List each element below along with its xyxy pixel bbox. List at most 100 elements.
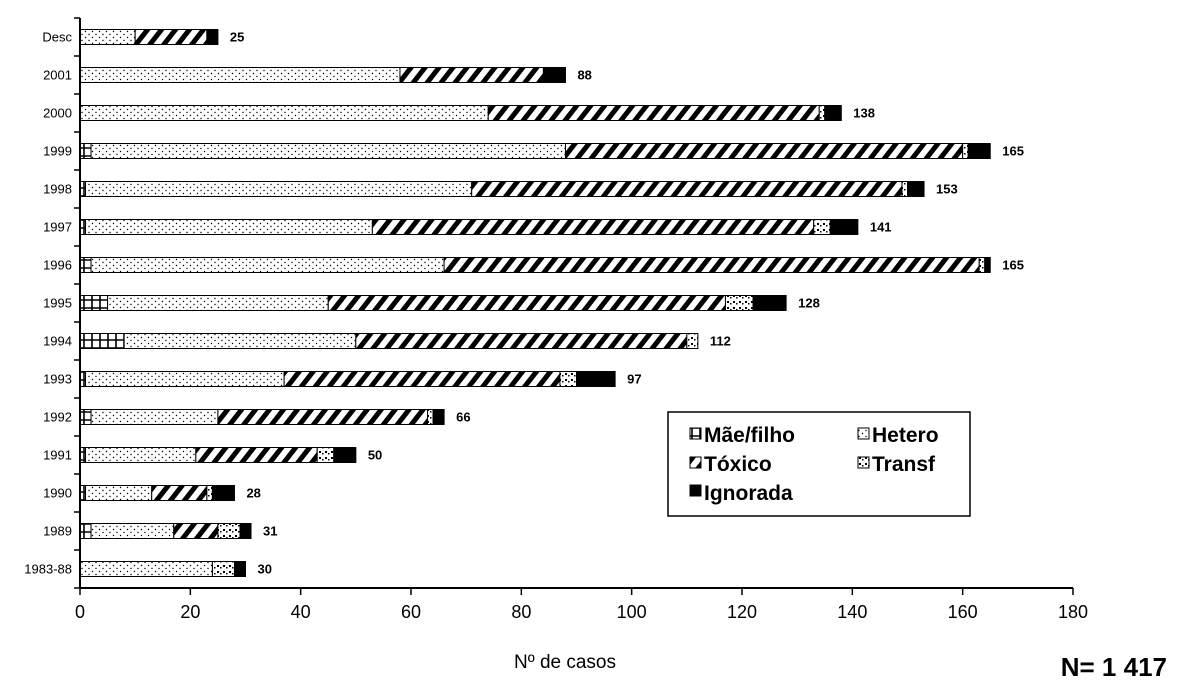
bar-1995-mae-filho <box>79 295 109 311</box>
x-tick-label-60: 60 <box>401 602 421 622</box>
bar-1992-toxico <box>217 409 429 425</box>
legend-swatch-toxico <box>689 456 702 469</box>
x-tick-label-140: 140 <box>837 602 867 622</box>
bar-1989-toxico <box>173 523 219 539</box>
bar-1996-mae-filho <box>79 257 92 273</box>
data-label-2001: 88 <box>577 68 591 83</box>
bar-1993-hetero <box>85 371 285 387</box>
bar-1989-ignorada <box>239 523 252 539</box>
x-axis-title: Nº de casos <box>514 652 616 673</box>
bar-1996-ignorada <box>984 257 991 273</box>
category-label-1994: 1994 <box>43 334 72 349</box>
bar-1983-88-transf <box>211 561 235 577</box>
total-cases-label: N= 1 417 <box>1060 652 1167 682</box>
category-label-1996: 1996 <box>43 258 72 273</box>
bar-1997-ignorada <box>829 219 859 235</box>
data-label-1993: 97 <box>627 372 641 387</box>
legend-swatch-mae-filho <box>689 427 702 440</box>
bar-1996-hetero <box>90 257 445 273</box>
bar-1997-toxico <box>371 219 815 235</box>
bar-1999-mae-filho <box>79 143 92 159</box>
bar-1999-toxico <box>564 143 964 159</box>
bar-1998-ignorada <box>907 181 925 197</box>
bar-desc-ignorada <box>206 29 219 45</box>
x-axis-ticks: 0 20 40 60 80 100 120 140 160 180 <box>75 588 1088 622</box>
bar-1999-hetero <box>90 143 566 159</box>
category-label-1990: 1990 <box>43 486 72 501</box>
bar-1992-transf <box>427 409 434 425</box>
legend: Mãe/filho Hetero Tóxico Transf Ignorada <box>667 411 971 517</box>
category-label-2001: 2001 <box>43 68 72 83</box>
data-label-1991: 50 <box>368 448 382 463</box>
data-label-1998: 153 <box>936 182 958 197</box>
legend-label-transf: Transf <box>872 453 936 476</box>
bar-1993-toxico <box>283 371 561 387</box>
bar-1989-mae-filho <box>79 523 92 539</box>
legend-label-hetero: Hetero <box>872 424 939 447</box>
bar-1992-ignorada <box>432 409 445 425</box>
bar-1999-transf <box>962 143 969 159</box>
category-label-1991: 1991 <box>43 448 72 463</box>
bar-2001-toxico <box>399 67 544 83</box>
category-label-1983-88: 1983-88 <box>24 562 72 577</box>
bar-1998-hetero <box>85 181 473 197</box>
legend-swatch-ignorada <box>689 484 702 497</box>
data-label-desc: 25 <box>230 30 244 45</box>
legend-label-ignorada: Ignorada <box>704 482 793 505</box>
bar-1990-ignorada <box>211 485 235 501</box>
bar-1999-ignorada <box>967 143 991 159</box>
x-tick-label-80: 80 <box>511 602 531 622</box>
bar-1995-ignorada <box>752 295 787 311</box>
bar-2000-toxico <box>487 105 820 121</box>
bar-1994-toxico <box>355 333 688 349</box>
bar-1998-transf <box>901 181 909 197</box>
legend-label-toxico: Tóxico <box>704 453 772 476</box>
bar-1990-toxico <box>151 485 208 501</box>
x-tick-label-160: 160 <box>948 602 978 622</box>
legend-label-mae-filho: Mãe/filho <box>704 424 795 447</box>
x-tick-label-40: 40 <box>291 602 311 622</box>
x-tick-label-20: 20 <box>180 602 200 622</box>
data-label-1995: 128 <box>798 296 820 311</box>
bar-1997-hetero <box>85 219 373 235</box>
bar-1995-hetero <box>107 295 329 311</box>
data-label-1989: 31 <box>263 524 277 539</box>
x-tick-label-0: 0 <box>75 602 85 622</box>
bar-2000-ignorada <box>824 105 842 121</box>
x-tick-label-180: 180 <box>1058 602 1088 622</box>
bar-1993-transf <box>559 371 578 387</box>
bar-1992-mae-filho <box>79 409 92 425</box>
bar-1992-hetero <box>90 409 219 425</box>
category-labels: Desc 2001 2000 1999 1998 1997 1996 1995 1994 1993… <box>24 30 72 577</box>
bar-1991-hetero <box>85 447 197 463</box>
data-label-2000: 138 <box>853 106 875 121</box>
category-label-1992: 1992 <box>43 410 72 425</box>
bar-desc-hetero <box>79 29 136 45</box>
bar-1991-transf <box>316 447 335 463</box>
bar-1989-transf <box>217 523 241 539</box>
legend-swatch-transf <box>857 456 870 469</box>
bar-2001-ignorada <box>542 67 566 83</box>
bar-2000-transf <box>818 105 826 121</box>
axes: 0 20 40 60 80 100 120 140 160 180 <box>74 17 1088 622</box>
data-label-1997: 141 <box>870 220 892 235</box>
data-label-1992: 66 <box>456 410 470 425</box>
bar-1990-hetero <box>85 485 153 501</box>
data-label-1983-88: 30 <box>258 562 272 577</box>
bar-1994-hetero <box>123 333 357 349</box>
bar-desc-toxico <box>134 29 208 45</box>
bar-1995-transf <box>724 295 754 311</box>
data-label-1996: 165 <box>1002 258 1024 273</box>
data-label-1999: 165 <box>1002 144 1024 159</box>
category-label-2000: 2000 <box>43 106 72 121</box>
category-label-desc: Desc <box>42 30 72 45</box>
bar-1997-transf <box>813 219 831 235</box>
legend-box <box>667 411 971 517</box>
x-tick-label-100: 100 <box>617 602 647 622</box>
bar-2000-hetero <box>79 105 489 121</box>
bar-1994-transf <box>686 333 699 349</box>
category-label-1989: 1989 <box>43 524 72 539</box>
bar-1983-88-hetero <box>79 561 213 577</box>
bar-2001-hetero <box>79 67 401 83</box>
legend-swatch-hetero <box>857 427 870 440</box>
